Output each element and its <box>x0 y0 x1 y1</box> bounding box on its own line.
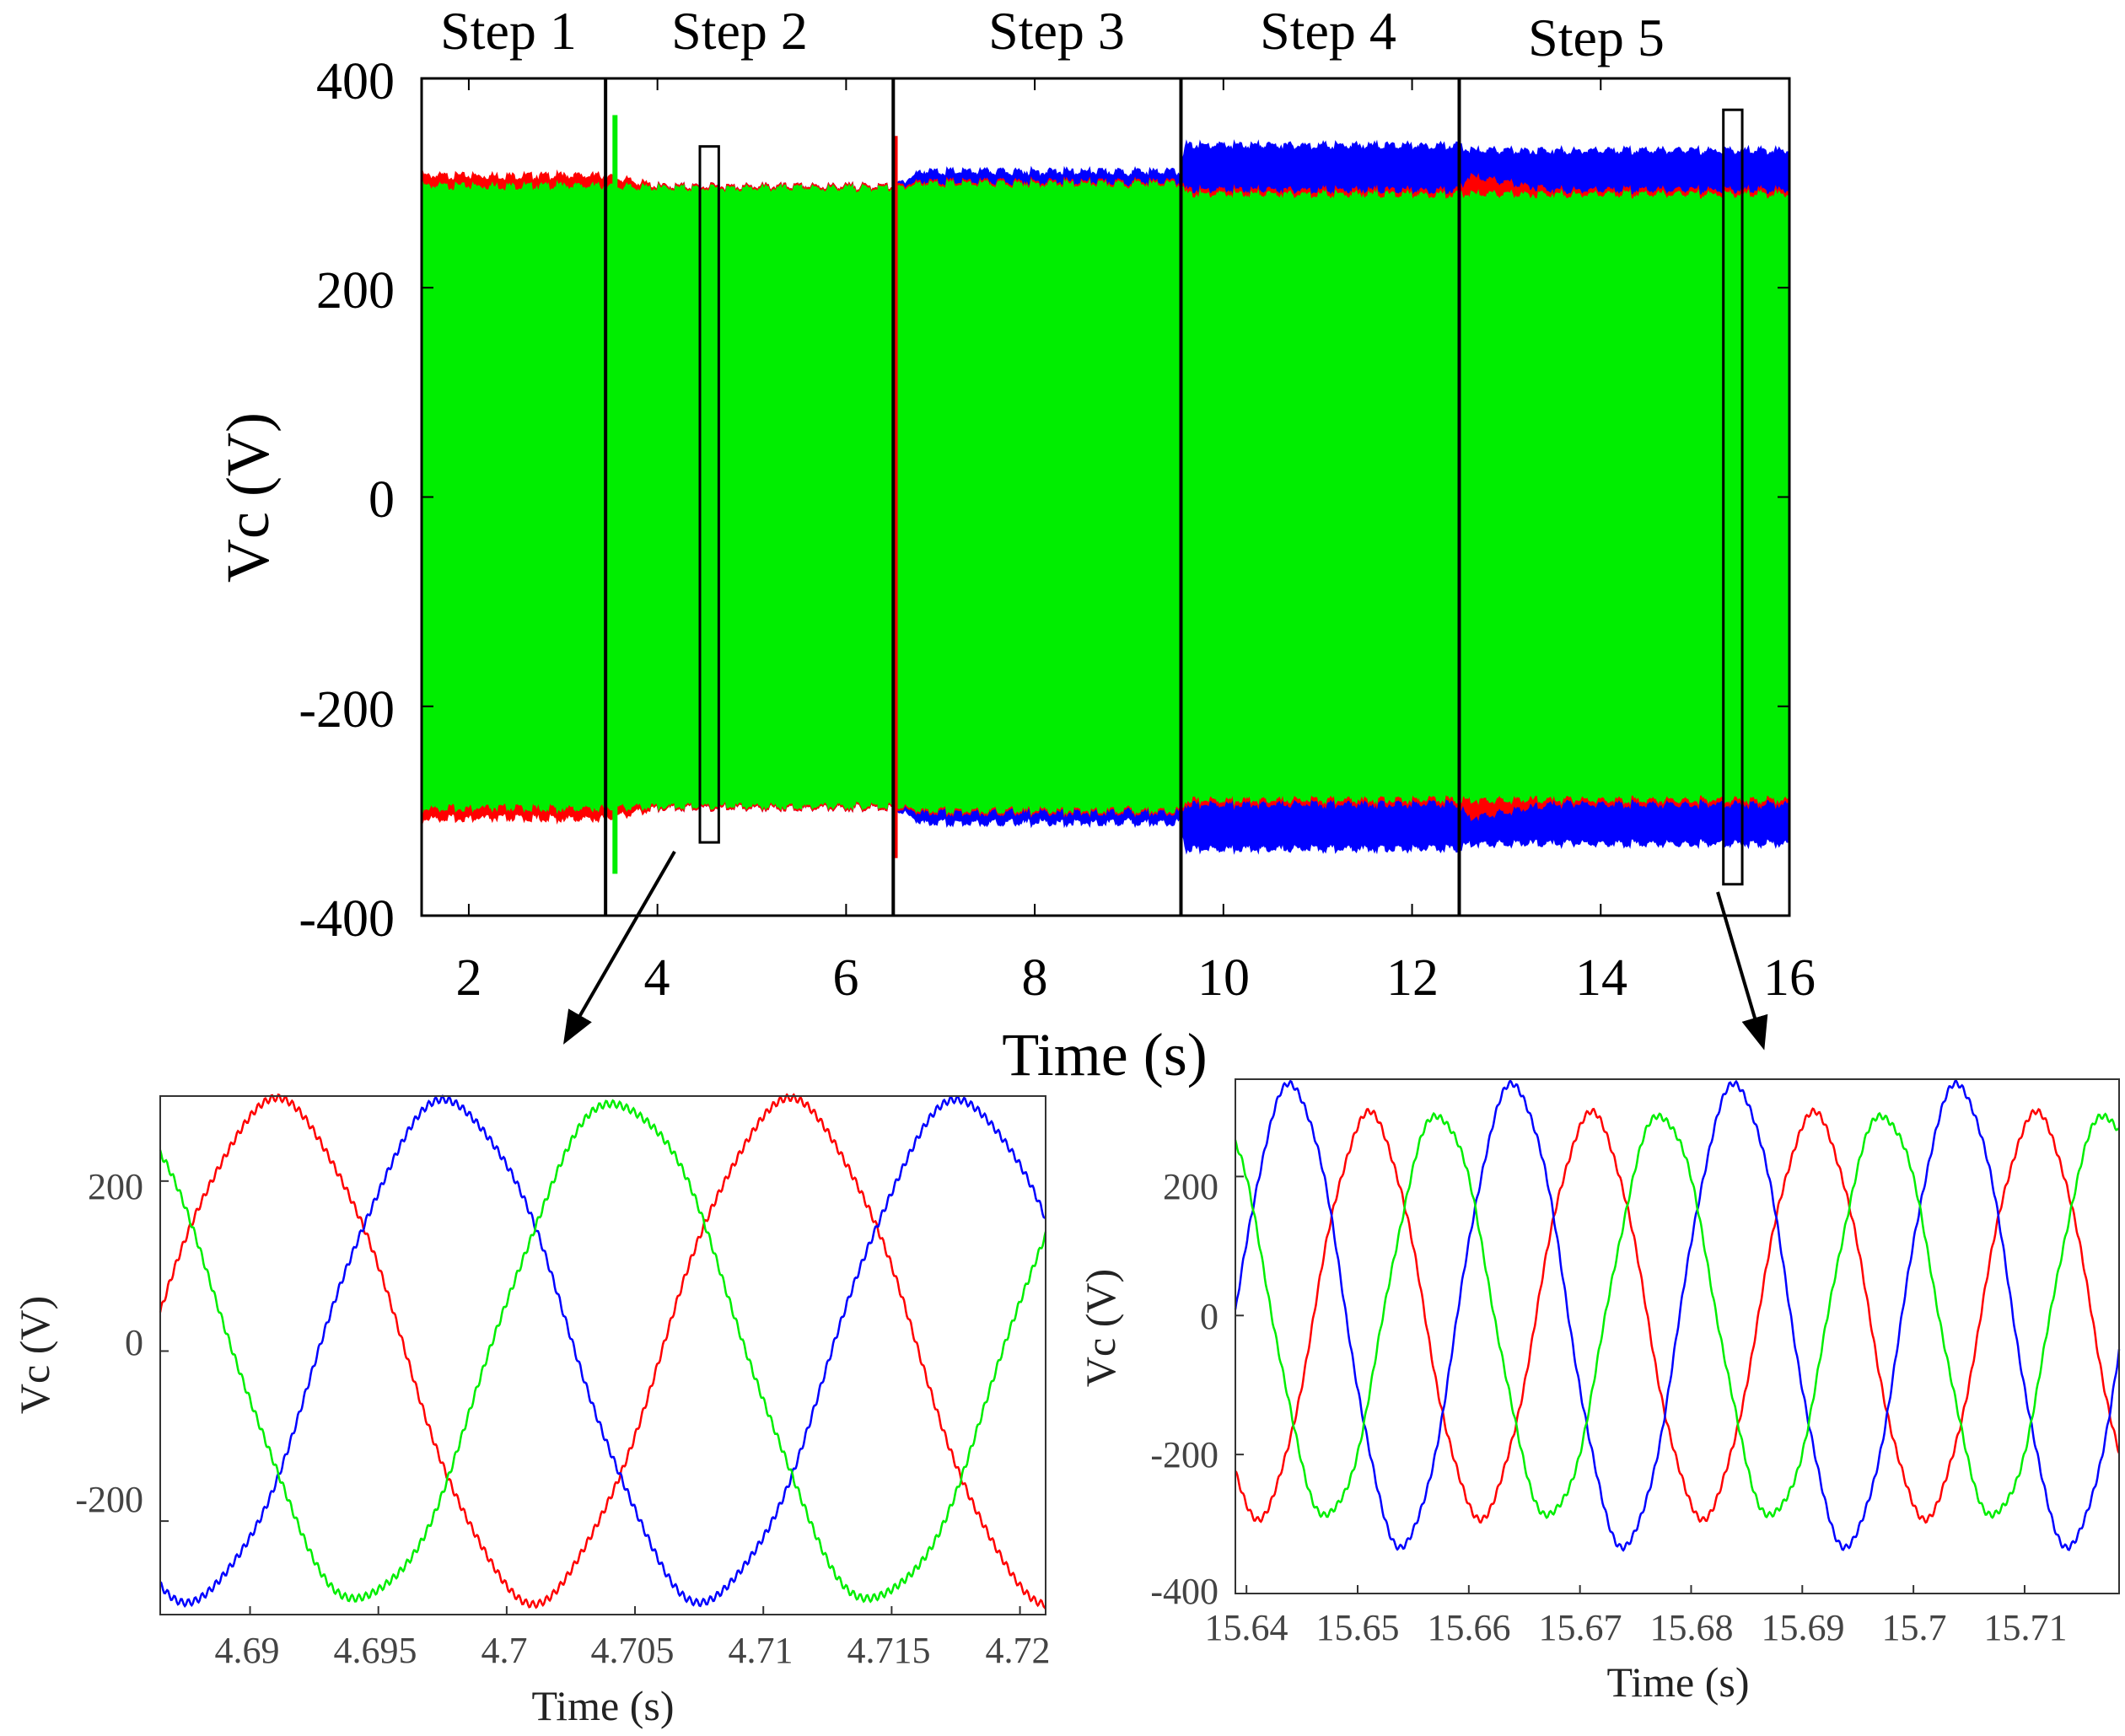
main-y-tick-0: 0 <box>369 471 395 529</box>
zoom1-x-tick-4.715: 4.715 <box>847 1630 931 1671</box>
zoom1-x-tick-4.7: 4.7 <box>481 1630 528 1671</box>
zoom1-x-tick-4.71: 4.71 <box>729 1630 794 1671</box>
zoom1-plot-frame <box>159 1095 1046 1615</box>
zoom1-waveform-area <box>159 1093 1047 1610</box>
callout-arrow-left <box>563 851 676 1045</box>
zoom1-traces-phase-a <box>159 1093 1047 1610</box>
zoom-window-2 <box>1722 108 1744 886</box>
main-trace-phase-c <box>421 178 1790 816</box>
zoom-markers <box>698 108 1744 886</box>
main-y-tick-neg400: -400 <box>299 890 395 948</box>
main-x-tick-10: 10 <box>1197 949 1250 1007</box>
main-y-tick-200: 200 <box>316 262 395 320</box>
zoom2-x-axis-label: Time (s) <box>1606 1658 1749 1706</box>
zoom1-y-tick-neg200: -200 <box>75 1479 143 1520</box>
main-y-tick-neg200: -200 <box>299 681 395 739</box>
step-2-label: Step 2 <box>671 1 808 61</box>
zoom1-y-axis-label: Vc (V) <box>11 1296 58 1414</box>
zoom1-x-tick-4.705: 4.705 <box>591 1630 675 1671</box>
main-x-tick-14: 14 <box>1575 949 1627 1007</box>
main-waveform-area <box>421 115 1790 874</box>
zoom1-y-tick-0: 0 <box>125 1322 143 1363</box>
zoom1-x-axis-label: Time (s) <box>531 1682 674 1729</box>
main-x-tick-6: 6 <box>833 949 859 1007</box>
zoom2-x-tick-15.65: 15.65 <box>1316 1607 1400 1648</box>
zoom2-traces-phase-a <box>1235 1107 2121 1524</box>
zoom2-y-tick-0: 0 <box>1200 1296 1219 1337</box>
zoom2-x-tick-15.71: 15.71 <box>1984 1607 2068 1648</box>
step-3-label: Step 3 <box>988 1 1125 61</box>
zoom1-axis-ticks <box>160 1180 1021 1615</box>
step-4-label: Step 4 <box>1260 1 1396 61</box>
zoom1-traces-phase-c <box>159 1099 1047 1604</box>
main-chart: Step 1 Step 2 Step 3 Step 4 Step 5 400 2… <box>214 1 1816 1088</box>
zoom2-traces-phase-c <box>1234 1111 2120 1519</box>
zoom2-waveform-area <box>1234 1078 2121 1552</box>
zoom1-traces-phase-b <box>159 1094 1046 1608</box>
main-x-tick-4: 4 <box>644 949 670 1007</box>
zoom1-x-tick-4.69: 4.69 <box>215 1630 280 1671</box>
zoom2-y-tick-neg200: -200 <box>1150 1434 1219 1475</box>
main-x-tick-16: 16 <box>1763 949 1816 1007</box>
zoom2-axis-ticks <box>1235 1175 2025 1594</box>
zoom1-x-tick-4.72: 4.72 <box>986 1630 1051 1671</box>
callout-arrow-right <box>1716 891 1768 1051</box>
step-1-label: Step 1 <box>440 1 577 61</box>
zoom2-x-tick-15.67: 15.67 <box>1539 1607 1622 1648</box>
zoom2-x-tick-15.64: 15.64 <box>1205 1607 1288 1648</box>
zoom1-x-tick-4.695: 4.695 <box>334 1630 417 1671</box>
zoom-window-1 <box>698 145 720 844</box>
step-boundaries <box>604 78 1461 916</box>
main-y-axis-label: Vc (V) <box>214 412 282 583</box>
main-x-tick-12: 12 <box>1386 949 1439 1007</box>
zoom2-traces-phase-b <box>1234 1078 2121 1552</box>
zoom1-y-tick-200: 200 <box>88 1166 143 1207</box>
zoom2-x-tick-15.66: 15.66 <box>1428 1607 1511 1648</box>
main-x-tick-8: 8 <box>1022 949 1048 1007</box>
zoom2-y-axis-label: Vc (V) <box>1077 1269 1124 1387</box>
zoom2-x-tick-15.68: 15.68 <box>1650 1607 1734 1648</box>
main-y-tick-400: 400 <box>316 53 395 110</box>
zoom2-plot-frame <box>1235 1078 2120 1594</box>
zoom2-y-tick-200: 200 <box>1163 1166 1219 1207</box>
zoom1-chart: 200 0 -200 4.69 4.695 4.7 4.705 4.71 4.7… <box>11 1093 1051 1729</box>
main-axis-ticks <box>422 78 1790 916</box>
zoom2-x-tick-15.7: 15.7 <box>1882 1607 1947 1648</box>
zoom2-y-tick-neg400: -400 <box>1150 1571 1219 1612</box>
main-x-axis-label: Time (s) <box>1002 1021 1207 1088</box>
step-5-label: Step 5 <box>1528 8 1665 67</box>
zoom2-x-tick-15.69: 15.69 <box>1762 1607 1845 1648</box>
zoom2-chart: 200 0 -200 -400 15.64 15.65 15.66 15.67 … <box>1077 1078 2121 1706</box>
main-x-tick-2: 2 <box>456 949 482 1007</box>
